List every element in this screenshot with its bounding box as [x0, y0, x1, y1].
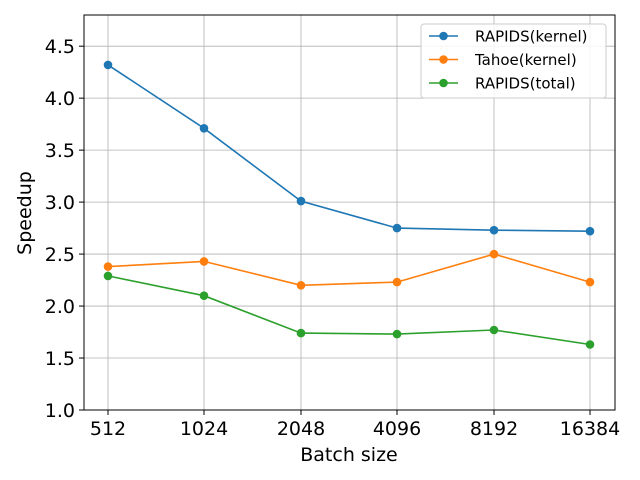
x-axis-label: Batch size	[300, 444, 398, 466]
legend-entry: RAPIDS(kernel)	[429, 28, 588, 46]
x-axis-ticks: 512 1024 2048 4096 8192 16384	[90, 410, 620, 440]
y-axis-ticks: 1.0 1.5 2.0 2.5 3.0 3.5 4.0 4.5	[45, 36, 84, 422]
legend-entry: Tahoe(kernel)	[429, 51, 577, 69]
series-line	[107, 64, 591, 232]
series-lines	[103, 60, 595, 349]
plot-frame	[83, 14, 616, 411]
data-point	[585, 277, 595, 287]
legend-marker	[439, 31, 448, 41]
data-point	[103, 262, 113, 271]
legend-label: RAPIDS(total)	[475, 75, 576, 93]
data-point	[296, 281, 306, 290]
y-tick-label: 3.5	[45, 140, 75, 162]
x-tick-label: 8192	[470, 418, 518, 440]
x-tick-label: 4096	[373, 418, 421, 440]
data-point	[103, 271, 113, 281]
legend: RAPIDS(kernel) Tahoe(kernel) RAPIDS(total)	[420, 23, 607, 99]
data-point	[199, 257, 209, 266]
data-point	[296, 196, 306, 206]
series-RAPIDS(kernel)	[103, 60, 595, 236]
x-tick-label: 16384	[560, 418, 620, 440]
y-tick-label: 2.5	[45, 244, 75, 266]
y-tick-label: 2.0	[45, 296, 75, 318]
data-point	[392, 223, 402, 233]
data-point	[392, 277, 402, 287]
data-point	[392, 329, 402, 339]
data-point	[489, 225, 499, 235]
x-tick-label: 2048	[277, 418, 325, 440]
y-axis-label: Speedup	[14, 171, 36, 255]
y-tick-label: 4.0	[45, 88, 75, 110]
legend-label: RAPIDS(kernel)	[475, 28, 588, 46]
x-tick-label: 1024	[180, 418, 228, 440]
series-line	[107, 275, 591, 346]
legend-marker	[439, 78, 448, 88]
data-point	[103, 60, 113, 70]
legend-box	[420, 23, 607, 99]
grid-lines	[84, 15, 615, 411]
data-point	[585, 226, 595, 236]
legend-label: Tahoe(kernel)	[474, 51, 577, 69]
legend-marker	[439, 55, 448, 64]
x-tick-label: 512	[90, 418, 126, 440]
y-tick-label: 3.0	[45, 192, 75, 214]
y-tick-label: 1.5	[45, 348, 75, 370]
legend-entry: RAPIDS(total)	[429, 75, 576, 93]
series-line	[107, 253, 591, 287]
y-tick-label: 1.0	[45, 400, 75, 422]
data-point	[199, 291, 209, 301]
data-point	[489, 325, 499, 335]
series-Tahoe(kernel)	[103, 249, 595, 290]
y-tick-label: 4.5	[45, 36, 75, 58]
data-point	[296, 328, 306, 338]
data-point	[199, 124, 209, 133]
data-point	[585, 340, 595, 349]
data-point	[489, 249, 499, 259]
series-RAPIDS(total)	[103, 271, 595, 349]
